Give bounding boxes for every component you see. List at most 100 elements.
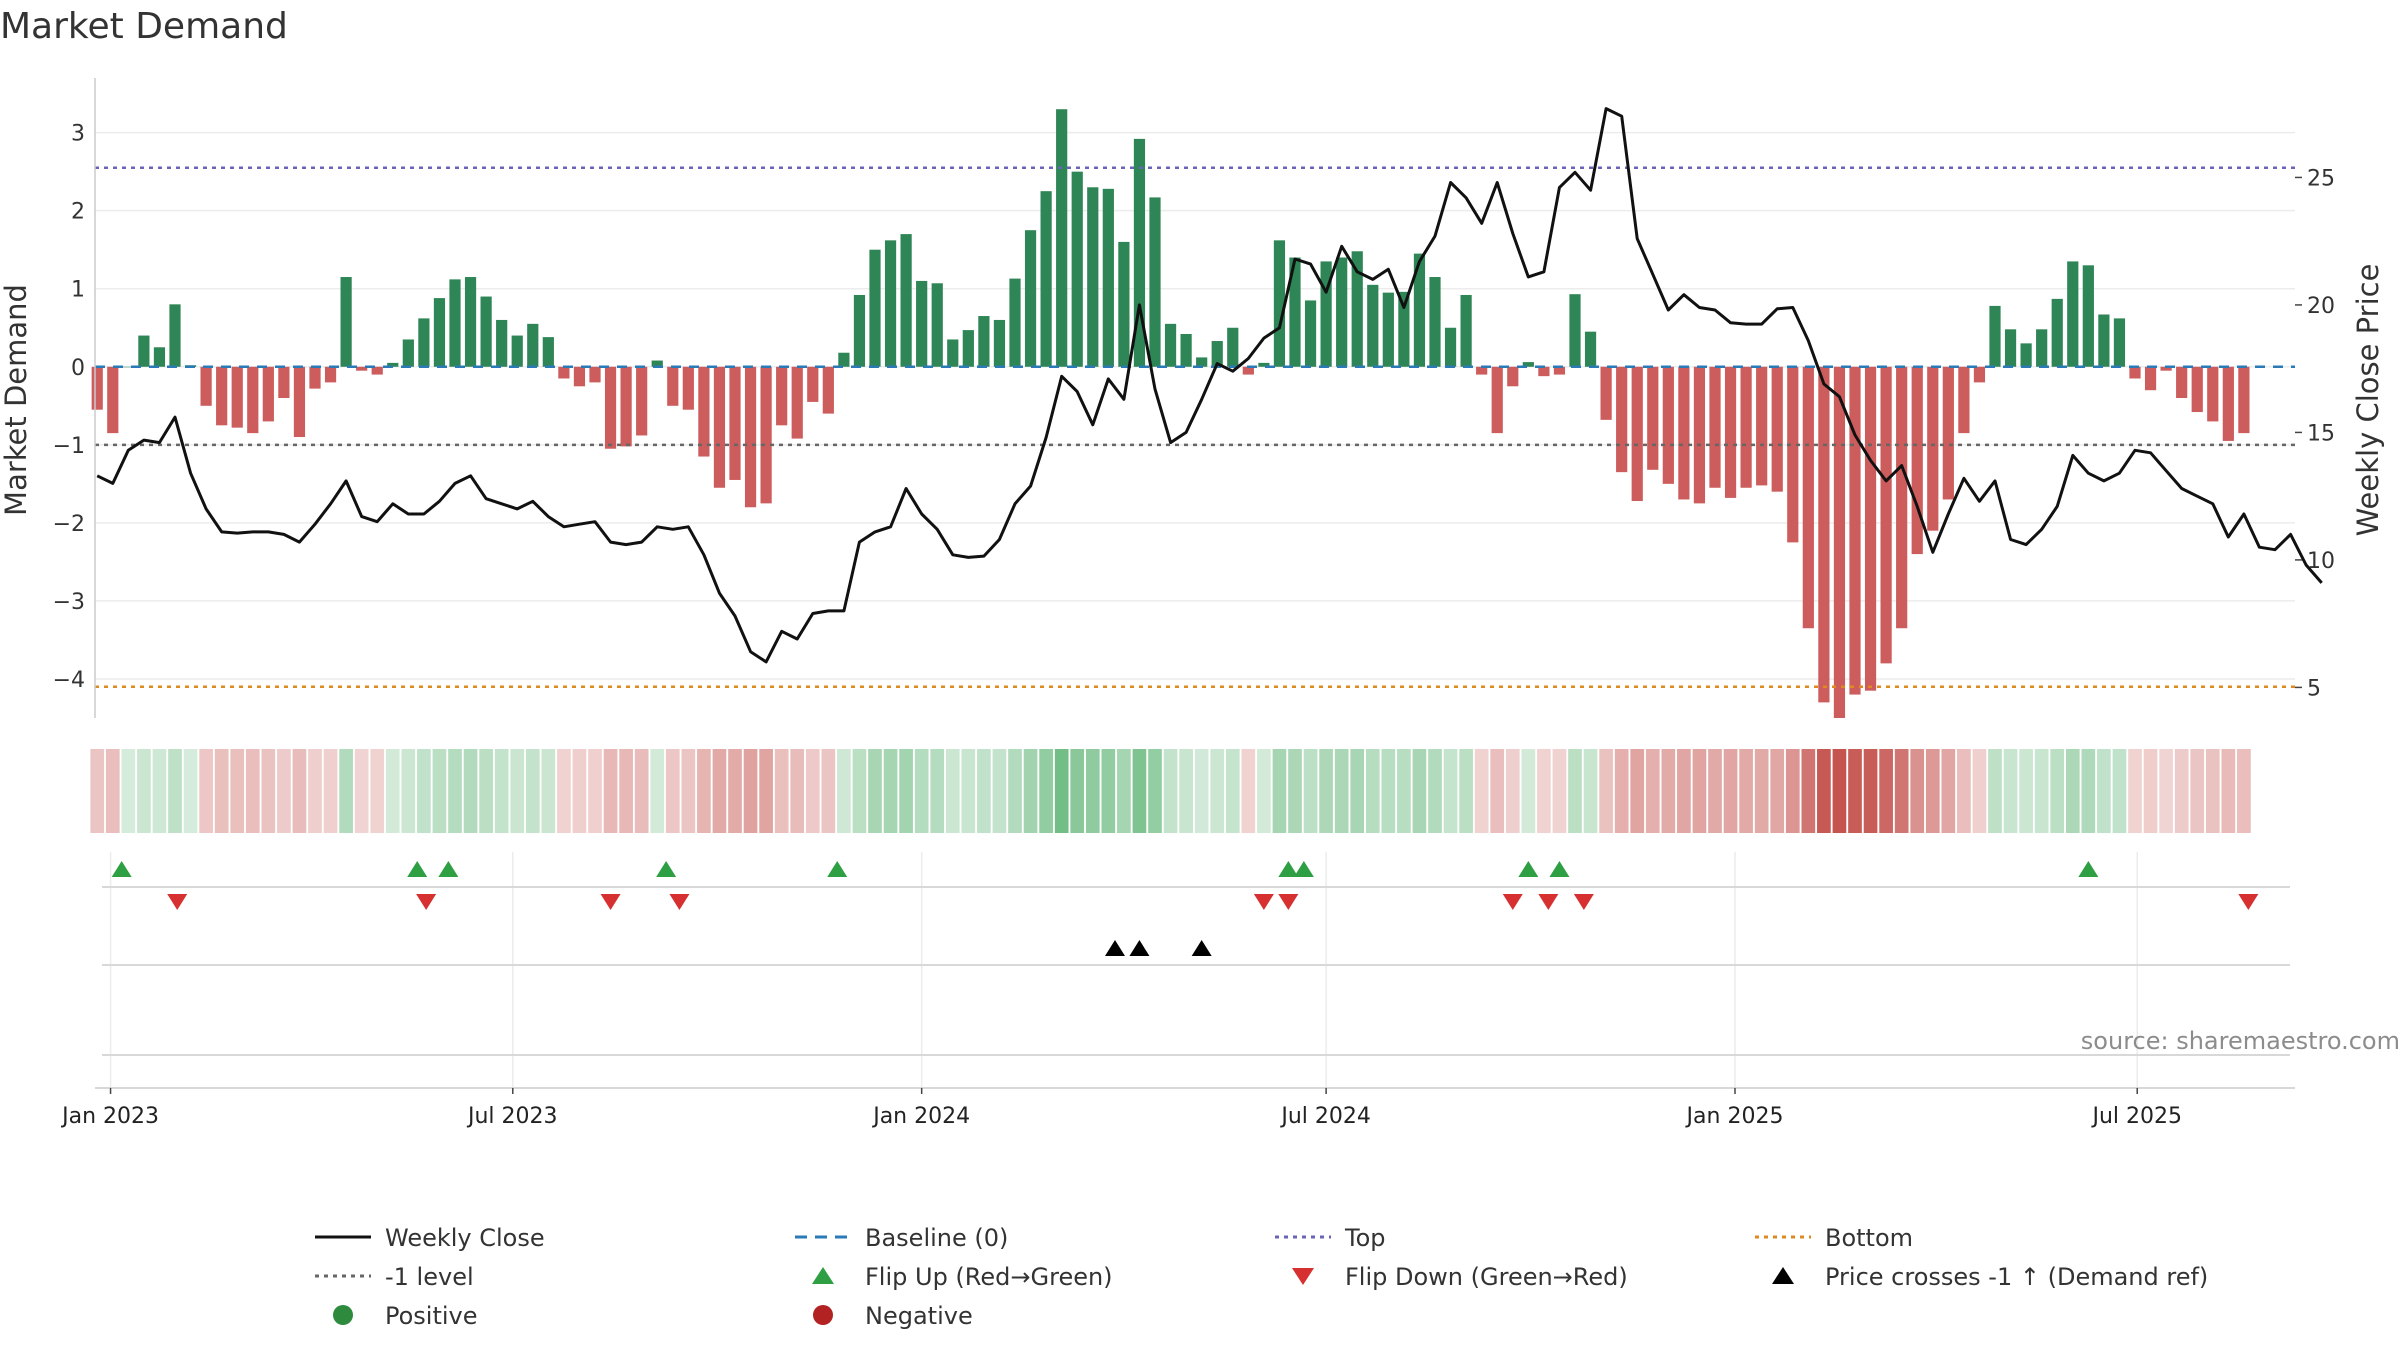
heat-cell (1303, 749, 1318, 833)
heat-cell (2034, 749, 2049, 833)
heat-cell (805, 749, 820, 833)
flip-up-marker (1549, 861, 1570, 877)
legend-marker-triangle-up (1772, 1267, 1794, 1284)
heat-cell (2174, 749, 2189, 833)
heat-cell (448, 749, 462, 833)
y-axis-right-label: Weekly Close Price (2351, 264, 2385, 537)
demand-bar-negative (1973, 366, 1986, 383)
demand-bar-negative (91, 366, 103, 410)
demand-bar-positive (1056, 109, 1068, 367)
heat-cell (292, 749, 307, 833)
heat-cell (1334, 749, 1349, 833)
heat-cell (665, 749, 680, 833)
demand-bar-negative (1507, 366, 1519, 387)
demand-bar-positive (900, 234, 912, 367)
demand-bar-negative (558, 366, 570, 379)
heat-cell (1241, 749, 1256, 833)
heat-cell (1770, 749, 1785, 833)
heat-cell (277, 749, 291, 833)
heat-cell (401, 749, 416, 833)
demand-bar-positive (1087, 187, 1099, 367)
demand-bar-negative (807, 366, 819, 402)
heat-cell (183, 749, 198, 833)
legend: Weekly Close Baseline (0) Top Bottom -1 leve… (315, 1224, 2208, 1330)
price-cross-marker (1105, 940, 1125, 956)
y-tick-left: −4 (53, 668, 85, 693)
demand-bar-positive (993, 319, 1006, 367)
demand-bar-positive (1429, 277, 1441, 367)
heat-cell (1179, 749, 1193, 833)
demand-bar-negative (231, 366, 243, 428)
demand-bar-positive (542, 337, 554, 367)
y-tick-left: 0 (71, 356, 85, 381)
heat-cell (930, 749, 945, 833)
heat-cell (1412, 749, 1427, 833)
heat-cell (603, 749, 618, 833)
demand-bar-positive (1009, 278, 1021, 367)
heat-cell (2112, 749, 2127, 833)
demand-bar-positive (651, 360, 663, 367)
demand-bar-negative (1787, 366, 1799, 543)
heat-cell (354, 749, 369, 833)
legend-label: Weekly Close (385, 1224, 545, 1252)
demand-bar-positive (838, 352, 850, 367)
heat-cell (1257, 749, 1271, 833)
legend-label: Top (1344, 1224, 1386, 1252)
heat-cell (1910, 749, 1925, 833)
heat-cell (992, 749, 1007, 833)
legend-label: Flip Up (Red→Green) (865, 1263, 1113, 1291)
reference-lines (95, 166, 2295, 689)
x-tick-label: Jan 2024 (871, 1104, 970, 1129)
demand-bar-negative (1538, 366, 1550, 377)
heat-cell (977, 749, 991, 833)
flip-down-marker (2238, 894, 2259, 910)
flip-down-marker (1502, 894, 1523, 910)
heat-cell (152, 749, 167, 833)
heat-cell (557, 749, 571, 833)
demand-bar-negative (729, 366, 741, 480)
demand-bar-negative (356, 366, 368, 371)
heat-cell (1054, 749, 1069, 833)
heat-cell (1614, 749, 1629, 833)
legend-marker-circle (813, 1305, 833, 1325)
heat-cell (945, 749, 960, 833)
demand-bar-negative (1911, 366, 1923, 555)
heat-cell (308, 749, 322, 833)
demand-bar-negative (1958, 366, 1970, 434)
heat-cell (199, 749, 213, 833)
demand-bar-positive (1336, 257, 1348, 367)
demand-bar-positive (947, 339, 959, 367)
demand-bar-negative (1491, 366, 1503, 434)
heat-cell (1925, 749, 1940, 833)
demand-bar-positive (1569, 294, 1581, 367)
demand-bar-negative (1833, 366, 1846, 718)
heat-cell (1474, 749, 1489, 833)
heat-cell (1505, 749, 1520, 833)
demand-bar-positive (1289, 257, 1301, 367)
demand-bar-negative (822, 366, 834, 414)
demand-bar-negative (620, 366, 632, 447)
chart-title: Market Demand (0, 6, 288, 47)
demand-bar-negative (324, 366, 337, 383)
demand-bar-positive (1444, 327, 1457, 367)
heat-cell (1677, 749, 1691, 833)
demand-bar-positive (1211, 341, 1223, 367)
price-cross-marker (1129, 940, 1150, 956)
heat-cell (2050, 749, 2065, 833)
heat-cell (588, 749, 602, 833)
heat-cell (1350, 749, 1365, 833)
flip-down-marker (600, 894, 621, 910)
heat-cell (339, 749, 353, 833)
demand-bar-positive (122, 366, 134, 368)
heat-cell (230, 749, 245, 833)
demand-bar-positive (2082, 265, 2094, 367)
flip-up-marker (1293, 861, 1314, 877)
heat-cell (1537, 749, 1551, 833)
flip-up-marker (2078, 861, 2099, 877)
heat-cell (650, 749, 665, 833)
heat-cell (852, 749, 867, 833)
heat-cell (914, 749, 929, 833)
heat-cell (728, 749, 742, 833)
heat-cell (2143, 749, 2158, 833)
heat-cell (1630, 749, 1645, 833)
